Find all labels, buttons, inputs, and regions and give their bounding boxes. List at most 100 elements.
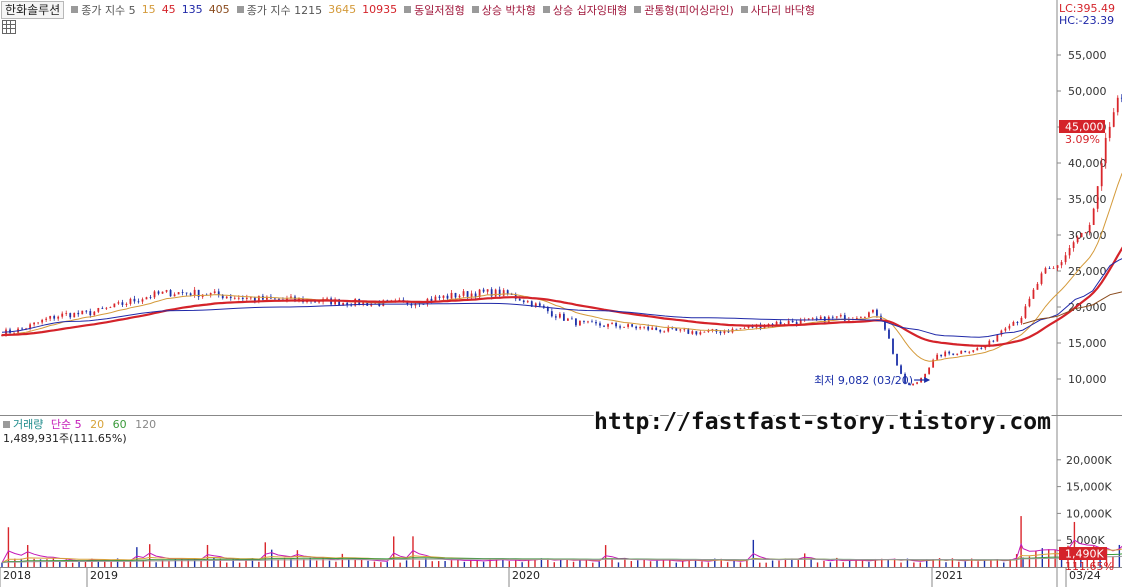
volume-bar — [855, 560, 857, 567]
volume-bar — [868, 561, 870, 567]
volume-bar — [804, 553, 806, 567]
volume-bar — [277, 559, 279, 567]
candle-body — [61, 313, 64, 317]
volume-bar — [566, 558, 568, 567]
pattern-item-2[interactable]: 상승 십자잉태형 — [542, 2, 627, 18]
volume-bar — [649, 561, 652, 567]
candle-body — [181, 292, 184, 293]
volume-bar — [78, 561, 80, 567]
volume-ma-20: 20 — [90, 418, 105, 431]
volume-bar — [52, 557, 55, 567]
volume-bar — [341, 553, 344, 567]
legend-square-icon — [71, 6, 79, 13]
ma-legend[interactable]: 종가 지수 5 15 45 135 405 — [71, 2, 230, 18]
volume-bar — [104, 559, 106, 567]
candle-body — [245, 297, 248, 299]
candle-body — [93, 311, 96, 316]
candle-body — [474, 293, 477, 298]
candle-body — [221, 295, 224, 299]
current-price-box — [1059, 120, 1105, 133]
candle-body — [928, 367, 931, 374]
candle-body — [779, 321, 782, 325]
volume-bar — [71, 562, 74, 567]
candle-body — [1060, 262, 1063, 266]
volume-bar — [463, 561, 466, 567]
volume-bar — [1073, 521, 1076, 567]
volume-bar — [611, 558, 613, 567]
volume-bar — [675, 562, 677, 567]
volume-tick-label: 5,000K — [1066, 534, 1105, 547]
stock-name-box[interactable]: 한화솔루션 — [1, 0, 65, 19]
candle-body — [506, 290, 509, 295]
candle-body — [209, 293, 212, 296]
candle-body — [1056, 265, 1059, 269]
candle-body — [595, 322, 597, 324]
candle-body — [940, 354, 943, 357]
volume-bar — [983, 559, 986, 567]
candle-body — [639, 327, 642, 329]
pattern-label: 동일저점형 — [414, 3, 465, 17]
volume-bar — [373, 561, 376, 567]
volume-bar — [59, 560, 61, 567]
candle-body — [137, 301, 140, 303]
volume-bar — [694, 559, 697, 567]
grid-icon[interactable] — [2, 20, 16, 34]
watermark-text: http://fastfast-story.tistory.com — [594, 409, 1051, 435]
candle-body — [1120, 97, 1122, 99]
volume-bar — [527, 559, 530, 567]
low-annotation: 최저 9,082 (03/20) — [814, 374, 913, 387]
candle-body — [631, 324, 634, 327]
pattern-item-0[interactable]: 동일저점형 — [404, 2, 465, 18]
volume-bar — [816, 562, 819, 567]
current-volume-pct: 111.65% — [1065, 560, 1114, 573]
candle-body — [1016, 321, 1019, 323]
ma2-legend[interactable]: 종가 지수 1215 3645 10935 — [236, 2, 397, 18]
volume-legend[interactable]: 거래량 단순 5 20 60 120 1,489,931주(111.65%) — [3, 418, 156, 446]
volume-bar — [258, 561, 260, 567]
volume-bar — [232, 559, 234, 567]
price-tick-label: 50,000 — [1068, 85, 1107, 98]
candle-body — [996, 334, 999, 342]
candle-body — [97, 307, 100, 312]
ma-period-405: 405 — [208, 3, 230, 16]
volume-bar — [386, 562, 388, 567]
volume-bar — [791, 558, 793, 567]
volume-bar — [720, 558, 722, 567]
volume-bar — [322, 558, 324, 567]
candle-body — [864, 317, 866, 318]
volume-bar — [823, 560, 825, 567]
candle-body — [1012, 321, 1015, 326]
volume-bar — [168, 561, 170, 567]
candle-body — [952, 353, 955, 355]
candle-body — [117, 302, 120, 304]
volume-bar — [681, 561, 684, 567]
volume-bar — [701, 561, 703, 567]
candle-body — [554, 316, 557, 318]
volume-bar — [778, 560, 780, 567]
candle-body — [599, 323, 601, 326]
candle-body — [1080, 232, 1083, 238]
pattern-item-3[interactable]: 관통형(피어싱라인) — [634, 2, 734, 18]
volume-bar — [1060, 554, 1063, 567]
candle-body — [699, 332, 702, 335]
candle-body — [422, 304, 425, 305]
pattern-item-4[interactable]: 사다리 바닥형 — [740, 2, 815, 18]
volume-ma-120: 120 — [135, 418, 157, 431]
volume-bar — [328, 560, 331, 567]
candle-body — [904, 373, 906, 384]
candle-body — [101, 307, 104, 309]
volume-ma120-line — [1, 555, 1122, 564]
candle-body — [980, 348, 983, 349]
ma15-line — [1, 172, 1122, 362]
volume-bar — [553, 562, 555, 567]
volume-bar — [1020, 516, 1022, 567]
volume-bar — [155, 562, 157, 567]
volume-bar — [39, 559, 42, 567]
pattern-item-1[interactable]: 상승 박차형 — [471, 2, 536, 18]
price-tick-label: 35,000 — [1068, 193, 1107, 206]
candle-body — [342, 302, 345, 306]
candle-body — [855, 317, 858, 320]
volume-bar — [662, 559, 665, 567]
candle-body — [900, 365, 902, 374]
ma2-period-3645: 3645 — [328, 3, 357, 16]
